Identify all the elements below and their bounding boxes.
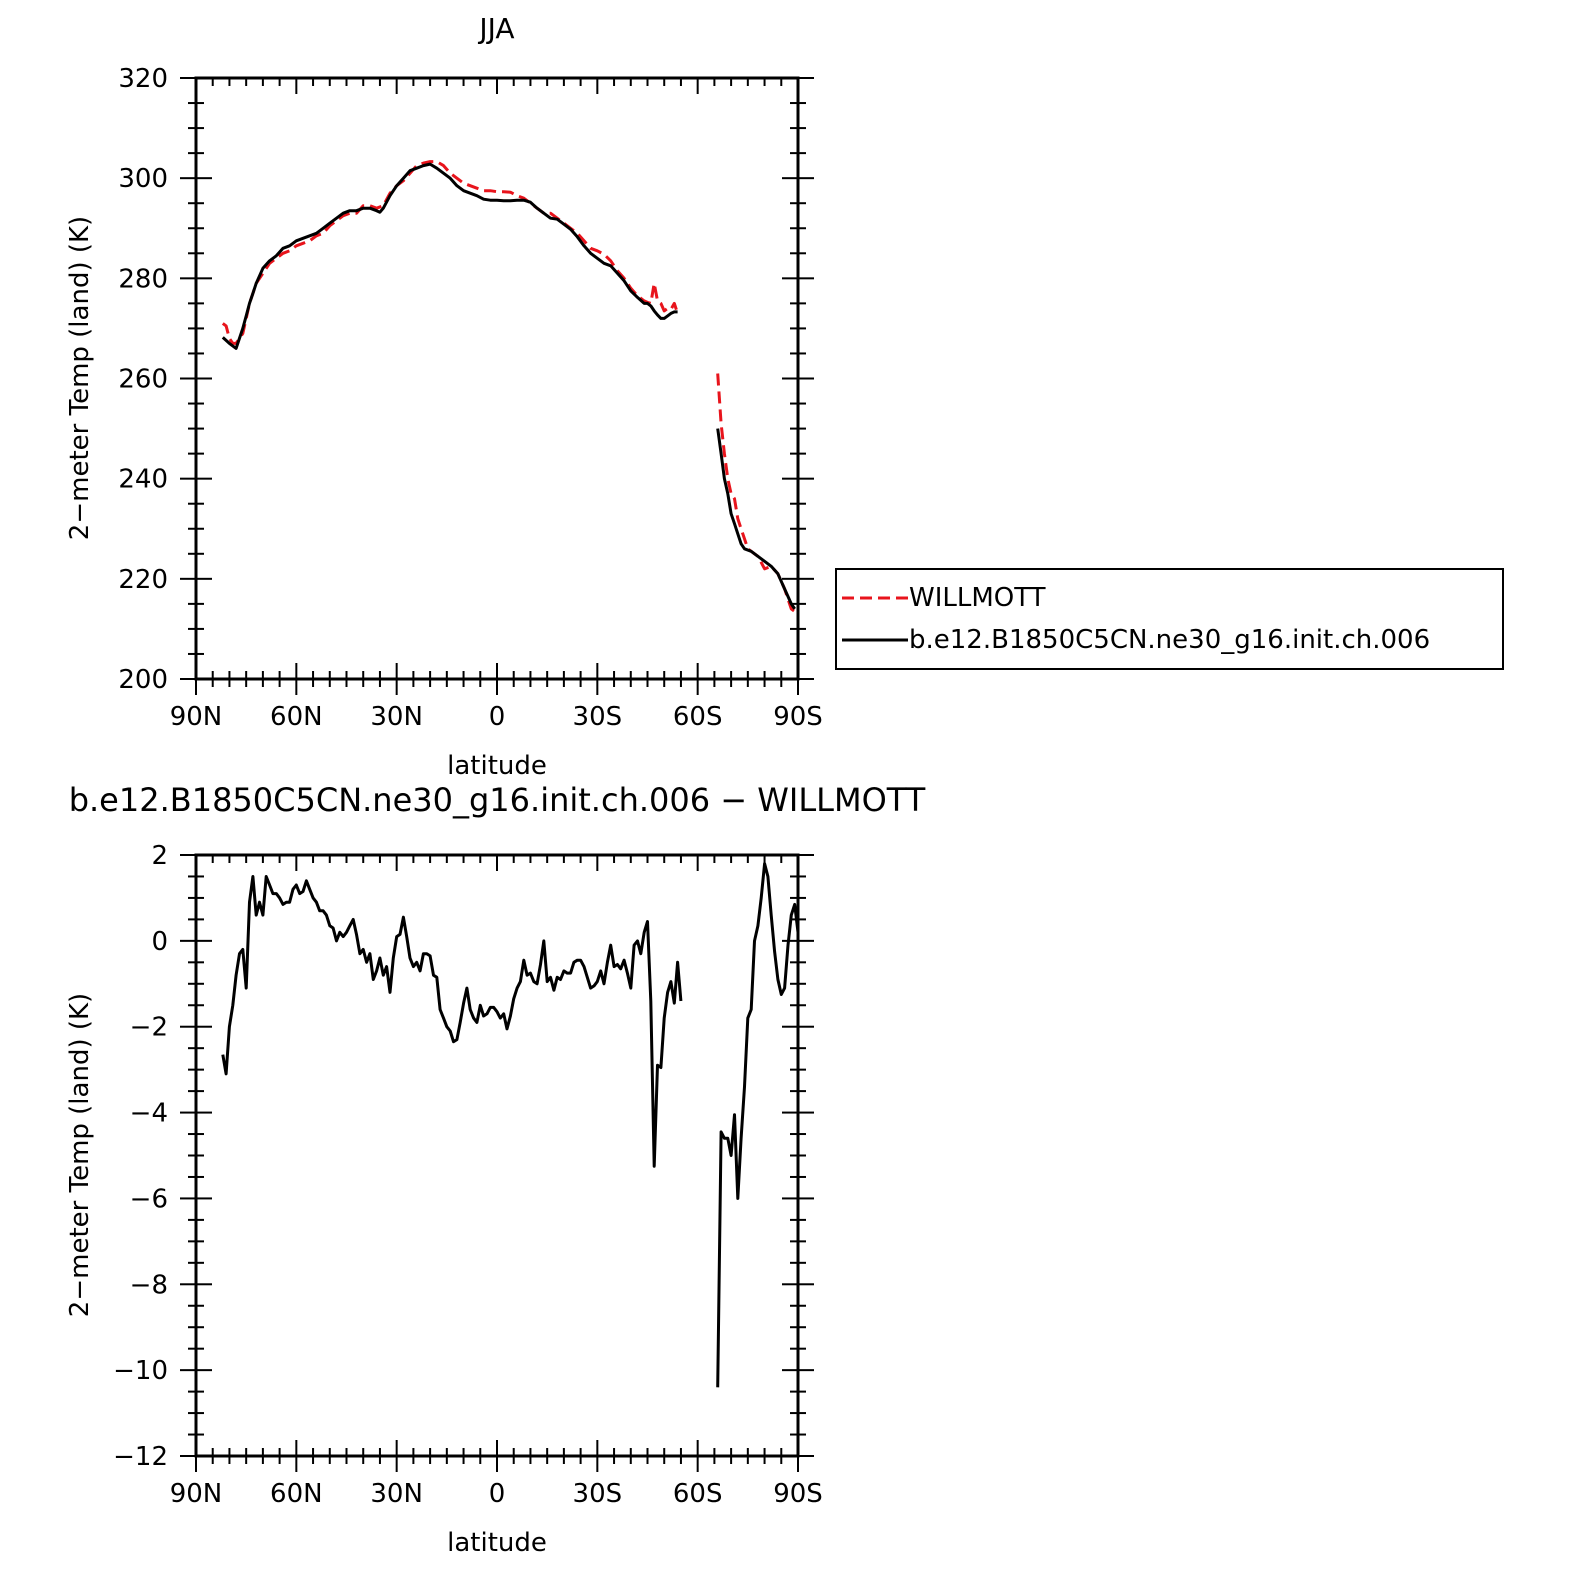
top-chart-xlabel: latitude	[447, 751, 547, 781]
top-xtick-label: 60N	[270, 702, 323, 732]
top-chart-frame	[194, 76, 800, 681]
top-ytick-label: 320	[118, 64, 168, 94]
bottom-xtick-label: 90S	[773, 1479, 823, 1509]
bottom-xtick-label: 30S	[573, 1479, 623, 1509]
bottom-ytick-label: −10	[113, 1356, 168, 1386]
top-ytick-label: 260	[118, 365, 168, 395]
legend-label-willmott: WILLMOTT	[909, 583, 1046, 613]
legend-label-model: b.e12.B1850C5CN.ne30_g16.init.ch.006	[909, 625, 1430, 655]
top-chart-lines	[221, 160, 796, 613]
bottom-chart-ticks: 90N 60N 30N 0 30S 60S 90S −12 −10 −8 −6 −4 −2 0 2	[113, 841, 823, 1509]
top-series-line-0	[221, 160, 680, 345]
legend-box	[835, 568, 1504, 670]
bottom-xtick-label: 0	[489, 1479, 506, 1509]
top-ytick-label: 300	[118, 164, 168, 194]
bottom-ytick-label: 0	[151, 927, 168, 957]
top-xtick-label: 30S	[573, 702, 623, 732]
bottom-chart: b.e12.B1850C5CN.ne30_g16.init.ch.006 − W…	[65, 781, 926, 1558]
top-chart-ticks: 90N 60N 30N 0 30S 60S 90S 200 220 240 260 280 300 320	[118, 64, 822, 732]
bottom-chart-ylabel: 2−meter Temp (land) (K)	[65, 993, 95, 1317]
top-xtick-label: 30N	[370, 702, 423, 732]
top-xtick-label: 90S	[773, 702, 823, 732]
bottom-ytick-label: −4	[130, 1099, 168, 1129]
top-chart-title: JJA	[477, 12, 514, 45]
top-ytick-label: 200	[118, 665, 168, 695]
bottom-series-line-0	[716, 862, 800, 1388]
top-chart-ylabel: 2−meter Temp (land) (K)	[65, 216, 95, 540]
top-xtick-label: 0	[489, 702, 506, 732]
bottom-ytick-label: −12	[113, 1442, 168, 1472]
bottom-xtick-label: 60S	[673, 1479, 723, 1509]
bottom-series-line-0	[221, 875, 683, 1168]
bottom-chart-lines	[221, 862, 800, 1388]
bottom-ytick-label: −8	[130, 1270, 168, 1300]
top-ytick-label: 280	[118, 264, 168, 294]
top-ytick-label: 220	[118, 565, 168, 595]
top-series-line-1	[716, 428, 796, 610]
bottom-chart-xlabel: latitude	[447, 1528, 547, 1558]
top-series-line-1	[221, 162, 678, 350]
bottom-xtick-label: 90N	[170, 1479, 223, 1509]
bottom-ytick-label: −2	[130, 1013, 168, 1043]
top-xtick-label: 90N	[170, 702, 223, 732]
bottom-xtick-label: 60N	[270, 1479, 323, 1509]
top-series-line-0	[716, 373, 796, 613]
top-xtick-label: 60S	[673, 702, 723, 732]
bottom-xtick-label: 30N	[370, 1479, 423, 1509]
bottom-ytick-label: −6	[130, 1184, 168, 1214]
top-chart: JJA 2−meter Temp (land) (K) latitude 90N…	[65, 12, 1504, 781]
bottom-chart-title: b.e12.B1850C5CN.ne30_g16.init.ch.006 − W…	[69, 781, 926, 819]
top-chart-legend: WILLMOTT b.e12.B1850C5CN.ne30_g16.init.c…	[835, 568, 1504, 670]
top-ytick-label: 240	[118, 465, 168, 495]
bottom-ytick-label: 2	[151, 841, 168, 871]
bottom-chart-frame	[194, 853, 800, 1458]
